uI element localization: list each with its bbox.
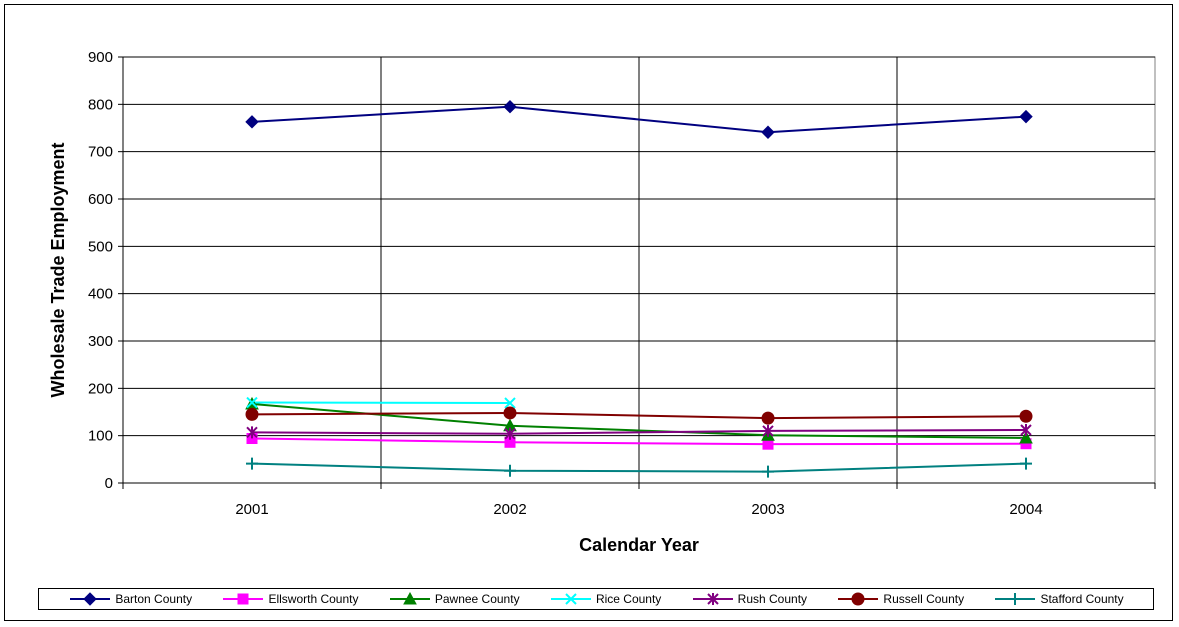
series-lines [251, 105, 1027, 473]
y-tick-label: 100 [88, 428, 113, 445]
legend-label: Stafford County [1040, 592, 1124, 606]
barton-county-point [503, 99, 517, 114]
gridlines [123, 56, 1155, 483]
rice-county-legend-marker [565, 593, 577, 605]
rush-county-point [246, 426, 258, 439]
rice-county-markers [246, 396, 516, 409]
rush-county-point [504, 427, 516, 440]
y-tick-label: 700 [88, 144, 113, 161]
russell-county-legend-marker [851, 592, 865, 606]
russell-county-markers [245, 406, 1033, 425]
legend-item-ellsworth-county: Ellsworth County [221, 592, 358, 606]
russell-county-line [251, 411, 1027, 420]
ellsworth-county-legend-marker [237, 593, 249, 605]
pawnee-county-line [251, 402, 1027, 440]
stafford-county-legend-swatch [995, 593, 1036, 605]
y-tick-label: 900 [88, 49, 113, 66]
rice-county-point [246, 396, 258, 409]
y-axis-ticks: 0 100 200 300 400 500 600 700 800 900 [88, 49, 123, 492]
russell-county-point [1019, 409, 1033, 423]
pawnee-county-point [1019, 430, 1033, 444]
rush-county-line [251, 428, 1027, 435]
russell-county-legend-swatch [838, 592, 879, 606]
legend-label: Rush County [737, 592, 808, 606]
rush-county-point [762, 424, 774, 437]
y-tick-label: 400 [88, 286, 113, 303]
chart-frame [4, 4, 1173, 621]
stafford-county-point [504, 464, 516, 477]
x-tick-label: 2001 [235, 501, 268, 518]
stafford-county-point [1020, 457, 1032, 470]
barton-county-point [1019, 109, 1033, 124]
legend-label: Pawnee County [434, 592, 520, 606]
russell-county-point [245, 407, 259, 421]
legend-label: Russell County [883, 592, 965, 606]
x-tick-label: 2002 [493, 501, 526, 518]
barton-county-point [761, 125, 775, 139]
barton-county-point [245, 115, 259, 129]
legend-label: Rice County [595, 592, 662, 606]
stafford-county-markers [246, 457, 1032, 478]
pawnee-county-legend-marker [403, 592, 417, 605]
russell-county-point [761, 411, 775, 425]
barton-county-legend-marker [83, 592, 98, 606]
x-tick-label: 2003 [751, 501, 784, 518]
y-tick-label: 600 [88, 191, 113, 208]
ellsworth-county-legend-swatch [223, 593, 264, 605]
legend-item-barton-county: Barton County [68, 592, 192, 606]
y-tick-label: 300 [88, 333, 113, 350]
legend: Barton County Ellsworth County Pawnee Coun… [38, 588, 1154, 610]
rush-county-point [1020, 423, 1032, 436]
russell-county-point [503, 406, 517, 420]
series-markers [245, 99, 1033, 478]
x-tick-label: 2004 [1009, 501, 1042, 518]
barton-county-markers [245, 99, 1033, 139]
rice-county-legend-swatch [550, 593, 591, 605]
legend-item-russell-county: Russell County [836, 592, 964, 606]
stafford-county-legend-marker [1009, 593, 1022, 605]
rush-county-legend-swatch [692, 593, 733, 605]
rush-county-markers [246, 423, 1032, 440]
rush-county-legend-marker [706, 593, 719, 605]
legend-label: Ellsworth County [268, 592, 359, 606]
y-tick-label: 800 [88, 96, 113, 113]
legend-item-stafford-county: Stafford County [993, 592, 1124, 606]
y-axis-title: Wholesale Trade Employment [48, 142, 68, 397]
legend-item-rush-county: Rush County [691, 592, 807, 606]
stafford-county-point [762, 465, 774, 478]
legend-item-rice-county: Rice County [549, 592, 661, 606]
y-tick-label: 500 [88, 238, 113, 255]
rice-county-point [504, 397, 516, 409]
y-tick-label: 200 [88, 380, 113, 397]
legend-label: Barton County [115, 592, 193, 606]
stafford-county-point [246, 457, 258, 470]
stafford-county-line [251, 462, 1027, 473]
x-axis-title: Calendar Year [579, 535, 699, 555]
y-tick-label: 0 [105, 475, 113, 492]
barton-county-legend-swatch [70, 592, 111, 606]
x-axis-ticks: 2001 2002 2003 2004 [122, 483, 1156, 518]
legend-item-pawnee-county: Pawnee County [388, 592, 520, 606]
ellsworth-county-line [251, 437, 1027, 446]
pawnee-county-legend-swatch [389, 592, 430, 605]
barton-county-line [251, 105, 1027, 134]
